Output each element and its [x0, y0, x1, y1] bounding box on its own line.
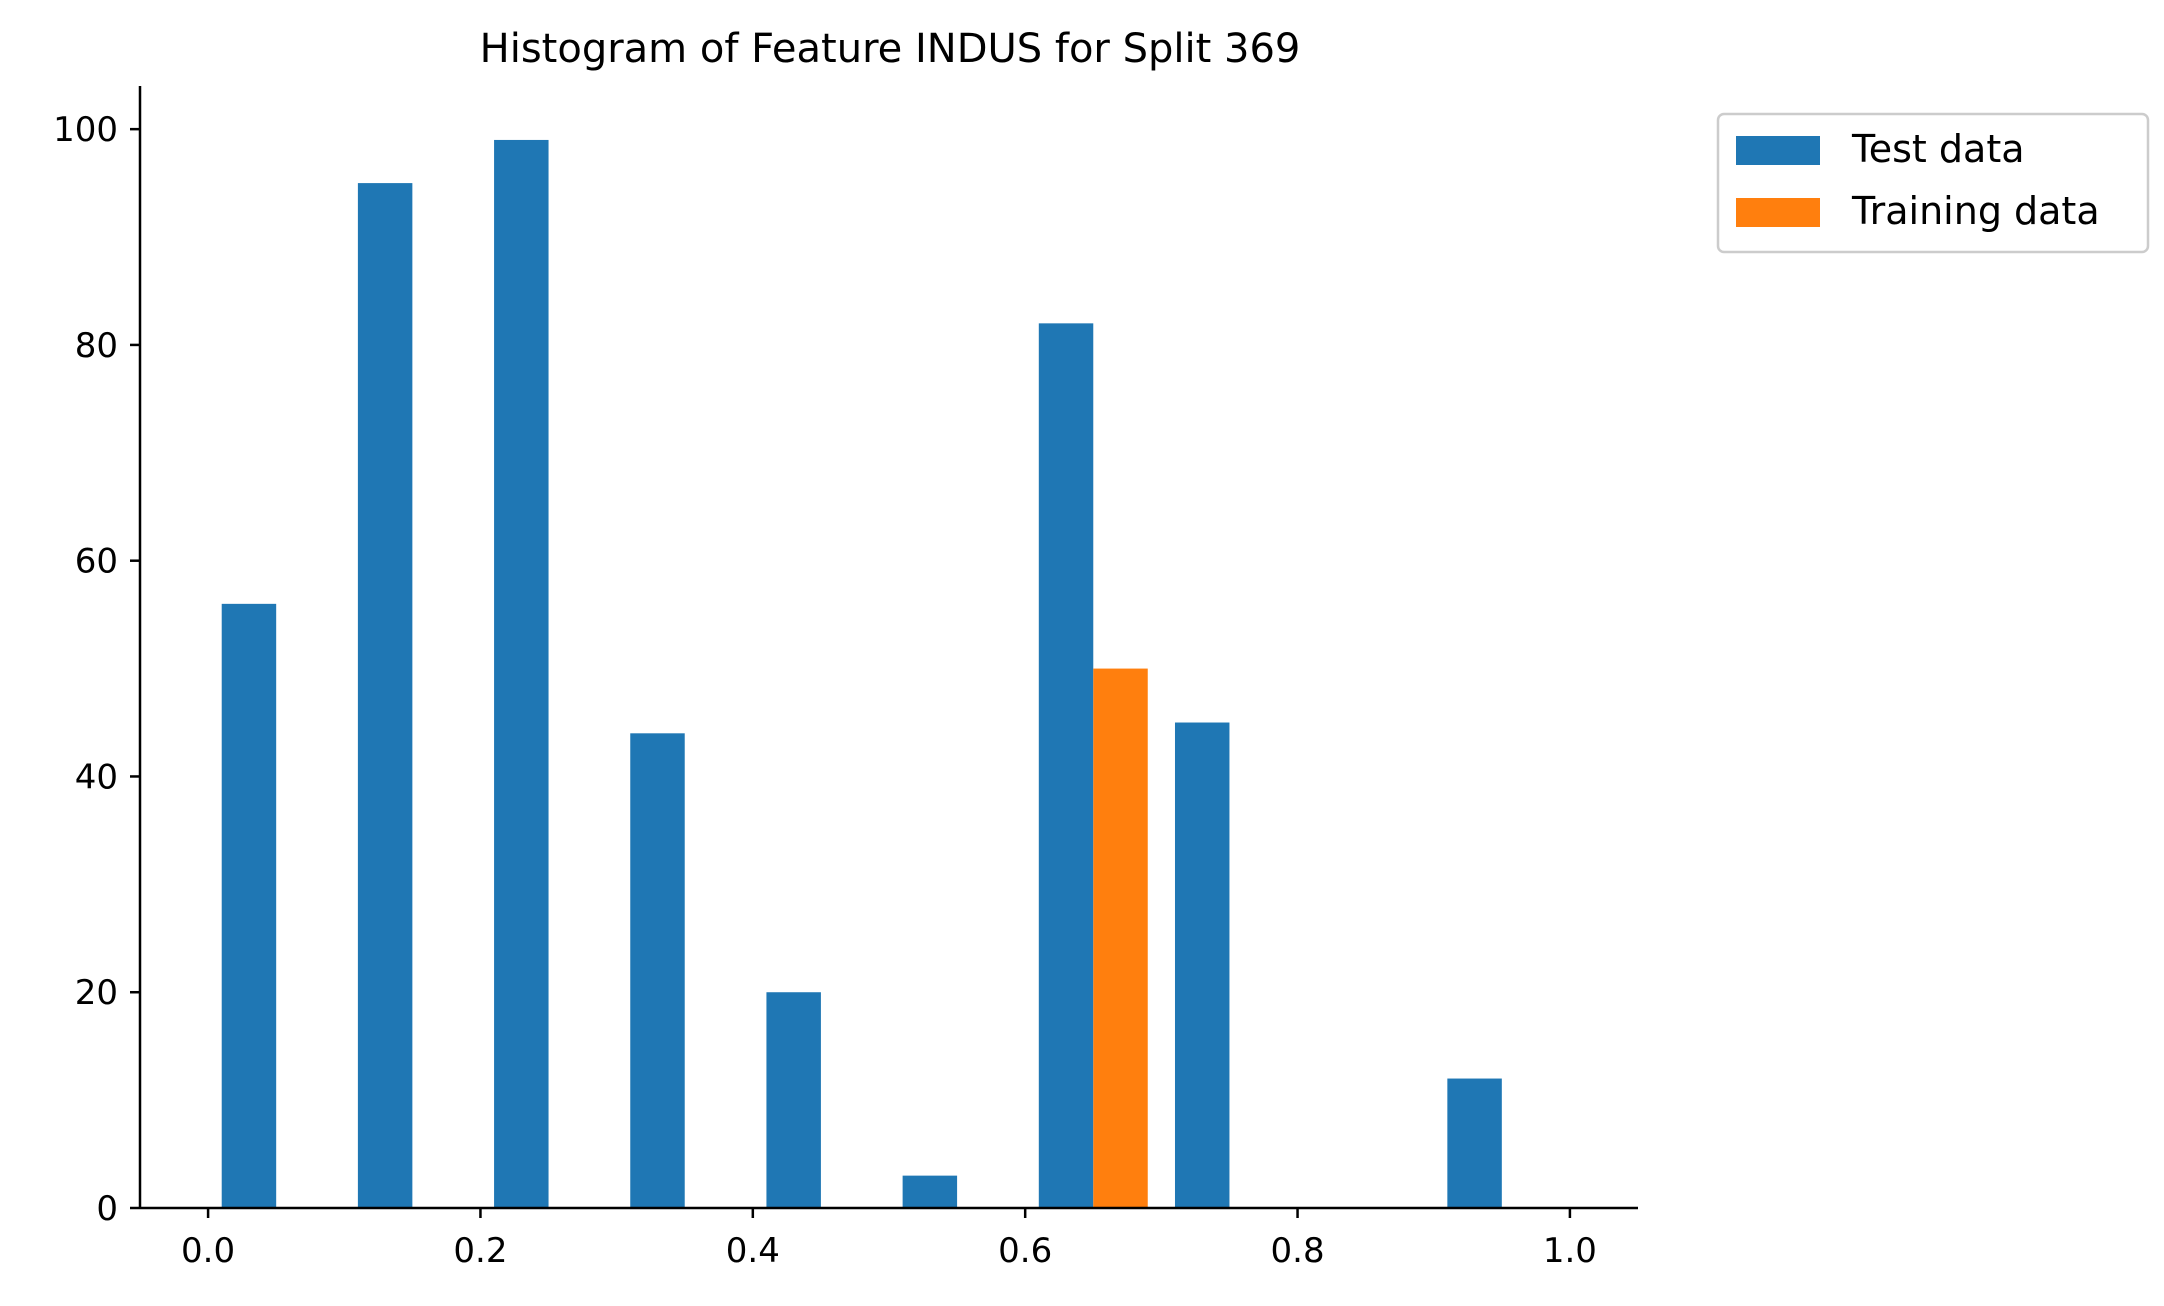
bar-test-data-1	[357, 183, 413, 1208]
bar-test-data-9	[1447, 1078, 1502, 1208]
x-tick-label: 0.4	[726, 1231, 780, 1271]
legend-label-test-data: Test data	[1851, 127, 2025, 171]
bar-test-data-5	[902, 1175, 958, 1208]
x-tick-label: 1.0	[1543, 1231, 1597, 1271]
bar-training-data-6	[1093, 668, 1148, 1208]
x-tick-label: 0.0	[181, 1231, 235, 1271]
legend: Test data Training data	[1716, 112, 2150, 254]
y-tick-label: 40	[75, 757, 118, 797]
axes-layer: 0.0 0.2 0.4 0.6 0.8 1.0 0 20 40 60 80 100	[53, 86, 1638, 1271]
y-tick-label: 80	[75, 326, 118, 366]
y-tick-label: 60	[75, 542, 118, 582]
bar-test-data-3	[630, 733, 685, 1208]
x-tick-label: 0.8	[1271, 1231, 1325, 1271]
x-tick-label: 0.6	[998, 1231, 1052, 1271]
bar-test-data-7	[1174, 722, 1230, 1208]
bar-test-data-4	[766, 992, 821, 1208]
legend-swatch-test-data	[1736, 136, 1820, 165]
bars-layer	[221, 139, 1502, 1209]
legend-swatch-training-data	[1736, 198, 1820, 227]
legend-label-training-data: Training data	[1851, 189, 2100, 233]
y-tick-label: 100	[53, 110, 118, 150]
y-tick-label: 0	[96, 1189, 118, 1229]
x-tick-label: 0.2	[453, 1231, 507, 1271]
chart-title: Histogram of Feature INDUS for Split 369	[480, 26, 1301, 72]
legend-frame	[1716, 112, 2150, 254]
bar-test-data-0	[221, 603, 277, 1208]
bar-test-data-2	[494, 139, 549, 1209]
y-tick-label: 20	[75, 973, 118, 1013]
bar-test-data-6	[1038, 323, 1094, 1208]
